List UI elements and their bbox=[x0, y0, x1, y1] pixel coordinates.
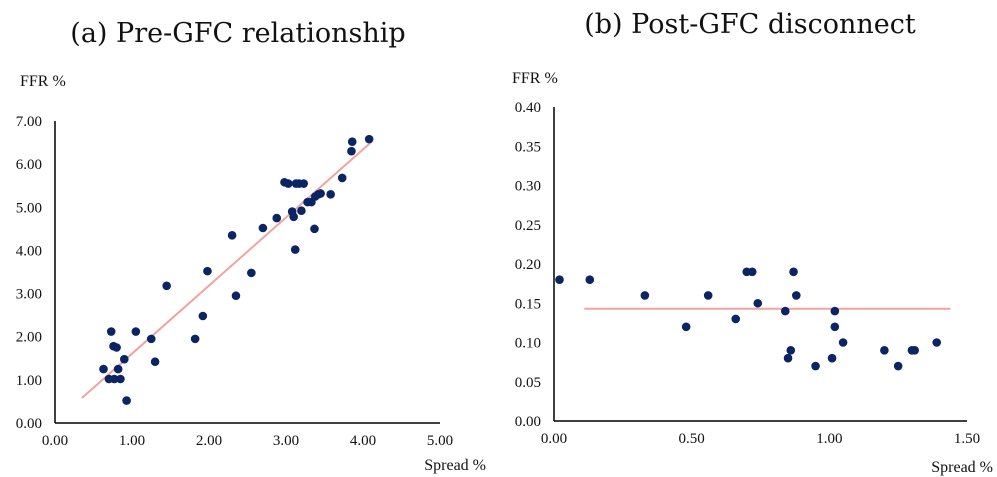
panel-b-data-point bbox=[753, 298, 763, 308]
panel-b-x-tick-label: 0.50 bbox=[679, 431, 705, 447]
panel-a-data-point bbox=[289, 212, 299, 222]
panel-b-data-point bbox=[703, 291, 713, 300]
panel-a-x-tick-label: 1.00 bbox=[119, 433, 145, 449]
panel-b-title: (b) Post-GFC disconnect bbox=[584, 9, 916, 40]
panel-a-data-point bbox=[162, 281, 171, 291]
panel-b-data-point bbox=[932, 338, 942, 347]
panel-b-data-point bbox=[555, 275, 564, 285]
panel-b-data-point bbox=[791, 291, 801, 300]
panel-b-y-tick-label: 0.15 bbox=[515, 296, 541, 312]
panel-a-data-point bbox=[99, 364, 108, 374]
panel-b-y-tick-label: 0.20 bbox=[515, 257, 541, 273]
panel-b-data-point bbox=[681, 322, 691, 332]
panel-b: (b) Post-GFC disconnect FFR % Spread % 0… bbox=[512, 9, 993, 476]
panel-b-data-point bbox=[789, 267, 798, 277]
panel-a-y-tick-label: 3.00 bbox=[16, 287, 42, 303]
panel-a-data-point bbox=[347, 146, 356, 156]
panel-a-y-tick-label: 5.00 bbox=[16, 200, 42, 216]
panel-a-data-point bbox=[290, 245, 300, 254]
panel-b-data-point bbox=[783, 353, 793, 363]
panel-a-y-tick-label: 6.00 bbox=[16, 157, 42, 173]
panel-b-x-tick-label: 1.00 bbox=[816, 431, 842, 447]
panel-b-data-point bbox=[731, 314, 741, 324]
panel-a-data-point bbox=[198, 311, 208, 321]
panel-b-data-point bbox=[838, 338, 848, 347]
panel-a-ylabel: FFR % bbox=[20, 73, 66, 90]
panel-a-title: (a) Pre-GFC relationship bbox=[70, 18, 405, 49]
panel-a-data-point bbox=[120, 354, 129, 364]
panel-a-x-tick-label: 2.00 bbox=[196, 433, 222, 449]
panel-b-data-point bbox=[585, 275, 595, 285]
panel-a-y-tick-label: 4.00 bbox=[16, 243, 42, 259]
panel-b-xlabel: Spread % bbox=[931, 459, 993, 476]
panel-a-data-point bbox=[122, 396, 131, 405]
panel-b-x-tick-label: 0.00 bbox=[541, 431, 567, 447]
panel-b-y-tick-label: 0.40 bbox=[515, 100, 541, 116]
panel-b-data-point bbox=[640, 291, 650, 300]
panel-b-y-tick-label: 0.10 bbox=[515, 336, 541, 352]
panel-b-y-tick-label: 0.05 bbox=[515, 375, 541, 391]
panel-a-data-point bbox=[113, 364, 123, 374]
panel-b-data-point bbox=[830, 306, 840, 316]
panel-a-y-tick-label: 2.00 bbox=[16, 330, 42, 346]
panel-a-data-point bbox=[106, 327, 116, 336]
panel-a-x-tick-label: 5.00 bbox=[427, 433, 453, 449]
panel-a-data-point bbox=[347, 137, 357, 147]
panel-b-data-point bbox=[827, 353, 837, 363]
panel-a-data-point bbox=[231, 291, 241, 301]
panel-a-data-point bbox=[326, 190, 335, 199]
panel-a-data-point bbox=[284, 179, 293, 188]
panel-b-data-point bbox=[786, 346, 796, 355]
panel-a-data-point bbox=[316, 189, 325, 198]
panel-b-data-point bbox=[880, 346, 889, 355]
panel-a: (a) Pre-GFC relationship FFR % Spread % … bbox=[16, 18, 486, 474]
panel-a-y-tick-label: 7.00 bbox=[16, 114, 42, 130]
panel-a-data-point bbox=[112, 343, 121, 352]
panel-a-data-point bbox=[131, 327, 141, 336]
panel-a-data-point bbox=[227, 231, 237, 240]
panel-a-data-point bbox=[258, 223, 268, 233]
panel-a-data-point bbox=[297, 206, 306, 216]
panel-a-x-tick-label: 0.00 bbox=[42, 433, 68, 449]
panel-b-data-point bbox=[893, 361, 903, 371]
panel-a-data-point bbox=[109, 374, 119, 384]
panel-a-y-tick-label: 1.00 bbox=[16, 373, 42, 389]
panel-a-trendline bbox=[81, 141, 372, 399]
panel-b-y-tick-label: 0.30 bbox=[515, 179, 541, 195]
panel-a-data-point bbox=[299, 179, 309, 188]
panel-a-xlabel: Spread % bbox=[424, 457, 486, 474]
panel-a-x-tick-label: 3.00 bbox=[273, 433, 299, 449]
panel-b-y-tick-label: 0.25 bbox=[515, 218, 541, 234]
panel-b-y-tick-label: 0.35 bbox=[515, 139, 541, 155]
panel-a-data-point bbox=[116, 374, 125, 384]
panel-b-data-point bbox=[910, 346, 919, 355]
panel-a-data-point bbox=[364, 134, 374, 144]
panel-a-x-tick-label: 4.00 bbox=[350, 433, 376, 449]
panel-a-data-point bbox=[190, 334, 200, 344]
panel-a-data-point bbox=[337, 173, 347, 183]
panel-b-ylabel: FFR % bbox=[512, 70, 558, 87]
panel-b-data-point bbox=[811, 361, 820, 371]
panel-b-x-tick-label: 1.50 bbox=[954, 431, 980, 447]
panel-a-y-tick-label: 0.00 bbox=[16, 416, 42, 432]
panel-a-data-point bbox=[203, 266, 212, 276]
panel-b-data-point bbox=[830, 322, 840, 332]
panel-a-data-point bbox=[247, 268, 256, 278]
panel-a-data-point bbox=[272, 213, 282, 223]
panel-b-y-tick-label: 0.00 bbox=[515, 414, 541, 430]
panel-a-data-point bbox=[150, 357, 160, 367]
panel-b-data-point bbox=[747, 267, 757, 277]
panel-b-data-point bbox=[780, 306, 790, 316]
panel-a-data-point bbox=[146, 334, 156, 344]
panel-a-data-point bbox=[310, 224, 319, 234]
